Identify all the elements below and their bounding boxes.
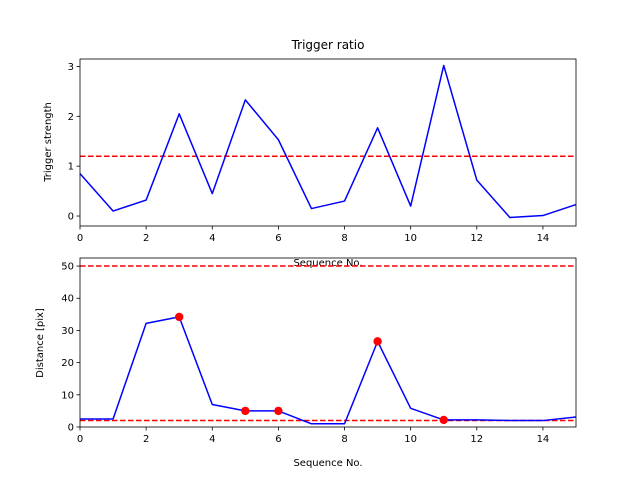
axes-frame (79, 58, 577, 227)
data-point-marker (274, 406, 283, 416)
x-tick-label: 14 (537, 434, 550, 445)
axes-frame (79, 257, 577, 428)
y-axis-label: Distance [pix] (35, 308, 46, 378)
series-line (80, 316, 577, 425)
data-point-marker (373, 337, 382, 346)
y-axis-label: Trigger strength (43, 102, 54, 183)
data-point-marker (241, 406, 250, 416)
y-tick-label: 0 (68, 212, 74, 223)
x-tick-label: 2 (143, 233, 149, 244)
x-tick-label: 14 (537, 233, 550, 244)
y-tick-label: 30 (61, 326, 74, 337)
y-tick-label: 1 (68, 162, 74, 173)
x-tick-label: 0 (77, 434, 83, 445)
x-tick-label: 10 (404, 434, 417, 445)
data-point-marker (175, 312, 184, 322)
y-tick-label: 40 (61, 294, 74, 305)
x-tick-label: 6 (275, 233, 281, 244)
x-tick-label: 12 (470, 434, 483, 445)
y-tick-label: 3 (68, 62, 74, 73)
series-line (79, 64, 577, 219)
x-tick-label: 12 (470, 233, 483, 244)
y-tick-label: 2 (68, 112, 74, 123)
x-tick-label: 0 (77, 233, 83, 244)
x-tick-label: 2 (143, 434, 149, 445)
x-axis-label: Sequence No. (293, 258, 362, 269)
distance-subplot: Distance [pix] Sequence No. 0 2 4 6 8 10 12 14 0… (35, 257, 577, 469)
x-axis-label: Sequence No. (293, 458, 362, 469)
x-tick-label: 4 (209, 434, 215, 445)
chart-title: Trigger ratio (291, 38, 365, 52)
y-tick-label: 0 (68, 423, 74, 434)
data-point-marker (439, 415, 448, 425)
x-tick-label: 8 (341, 233, 347, 244)
y-tick-label: 50 (61, 262, 74, 273)
x-tick-label: 8 (341, 434, 347, 445)
x-tick-label: 6 (275, 434, 281, 445)
x-tick-label: 10 (404, 233, 417, 244)
trigger-ratio-subplot: Trigger ratio Trigger strength Sequence … (43, 38, 577, 269)
y-tick-label: 20 (61, 358, 74, 369)
y-tick-label: 10 (61, 390, 74, 401)
x-tick-label: 4 (209, 233, 215, 244)
